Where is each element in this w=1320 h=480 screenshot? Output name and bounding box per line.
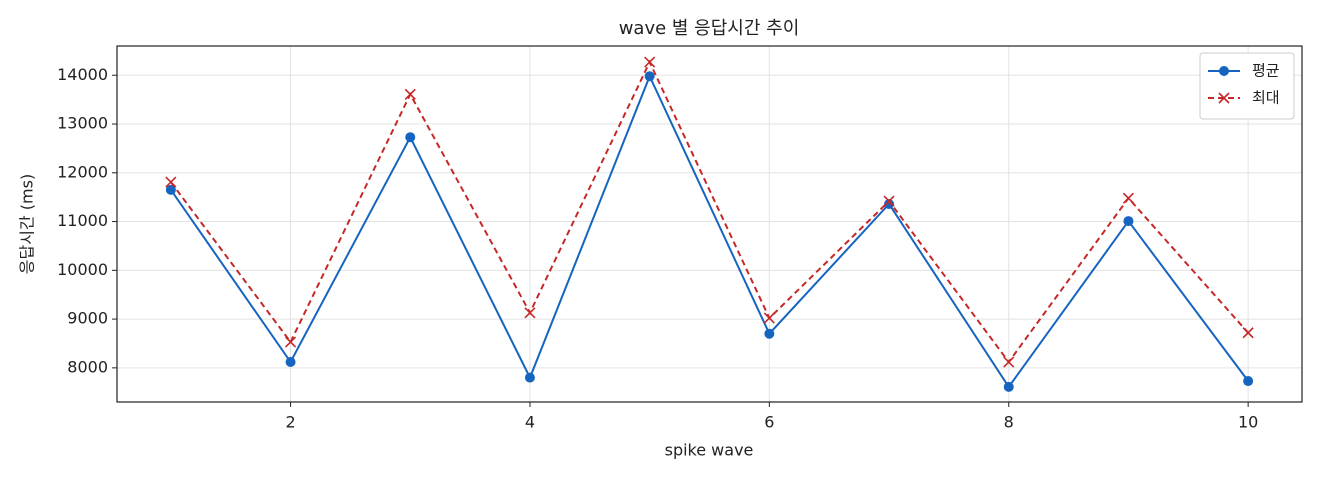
marker <box>1003 356 1015 368</box>
marker <box>404 88 416 100</box>
y-tick-label: 13000 <box>57 114 108 133</box>
legend-label: 최대 <box>1252 89 1280 107</box>
marker <box>1122 192 1135 204</box>
marker <box>883 195 895 207</box>
x-axis-label: spike wave <box>665 441 754 460</box>
chart-title: wave 별 응답시간 추이 <box>619 18 800 39</box>
x-tick-label: 10 <box>1238 413 1258 432</box>
marker <box>165 176 177 188</box>
marker <box>1243 376 1254 387</box>
marker <box>284 336 297 348</box>
marker <box>644 71 655 82</box>
legend-box <box>1199 52 1295 120</box>
marker <box>285 357 296 368</box>
x-tick-label: 6 <box>764 413 774 432</box>
marker <box>405 132 416 143</box>
plot-frame <box>116 45 1303 403</box>
legend-label: 평균 <box>1252 62 1280 80</box>
series-line <box>170 59 1249 364</box>
y-tick-label: 9000 <box>67 309 108 328</box>
marker <box>165 184 176 195</box>
y-tick-label: 14000 <box>57 65 108 84</box>
x-tick-label: 4 <box>525 413 535 432</box>
marker <box>524 372 535 383</box>
marker <box>763 312 775 324</box>
y-tick-label: 10000 <box>57 260 108 279</box>
plot-data <box>165 56 1254 392</box>
marker <box>1242 327 1254 339</box>
y-axis-label: 응답시간 (ms) <box>18 174 37 274</box>
y-tick-label: 11000 <box>57 211 108 230</box>
x-tick-label: 8 <box>1004 413 1014 432</box>
marker <box>1218 92 1230 104</box>
marker <box>1219 66 1229 76</box>
marker <box>524 307 536 319</box>
x-tick-label: 2 <box>285 413 295 432</box>
marker <box>1003 381 1014 392</box>
marker <box>1123 216 1134 227</box>
marker <box>644 56 656 68</box>
y-tick-label: 8000 <box>67 357 108 376</box>
y-tick-label: 12000 <box>57 162 108 181</box>
marker <box>884 199 895 210</box>
series-line <box>170 73 1249 389</box>
marker <box>764 328 775 339</box>
